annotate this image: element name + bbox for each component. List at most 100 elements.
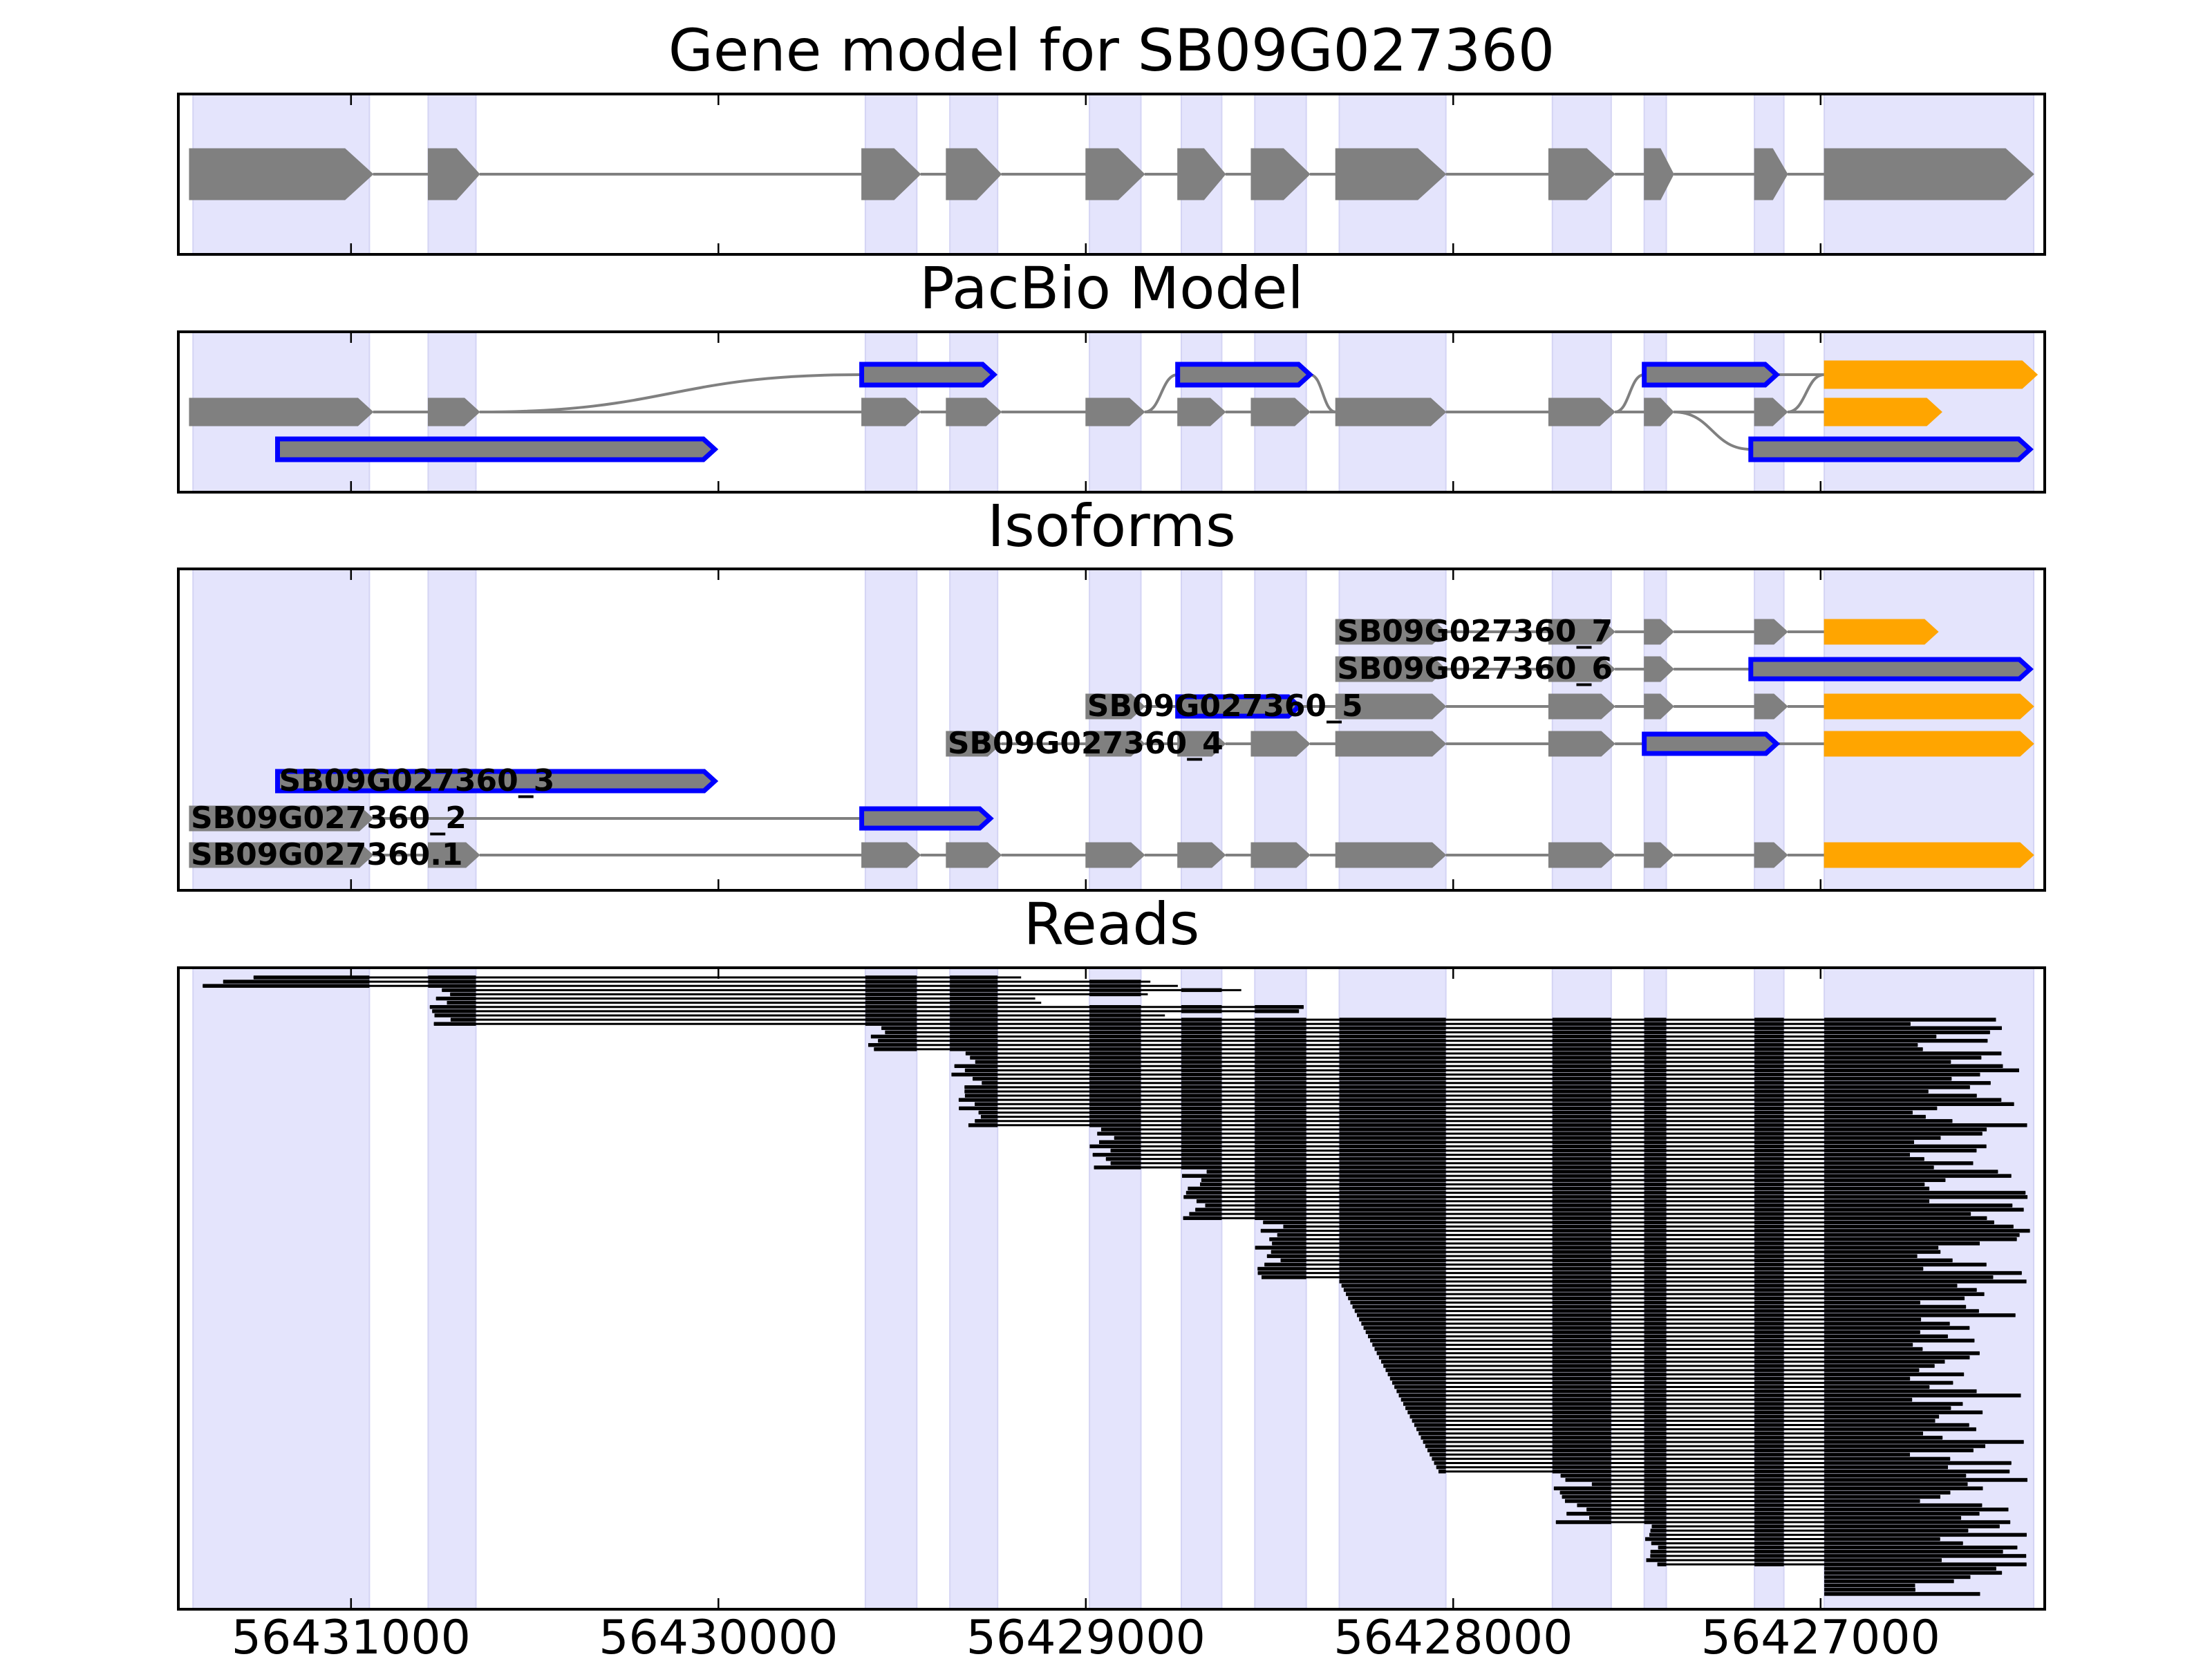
read-block	[1824, 1266, 1924, 1271]
read-block	[968, 1123, 998, 1127]
read-block	[1754, 1465, 1784, 1470]
read-block	[950, 1026, 998, 1031]
read-block	[1339, 1042, 1446, 1047]
read-block	[1754, 1051, 1784, 1056]
read-block	[1255, 1132, 1306, 1136]
read-block	[1824, 1216, 1987, 1220]
gene-exon	[1177, 148, 1226, 200]
read-block	[868, 1042, 917, 1047]
read-block	[1205, 1203, 1222, 1208]
read-block	[1644, 1212, 1667, 1216]
read-block	[1754, 1165, 1784, 1170]
read-block	[1754, 1144, 1784, 1149]
read-block	[1392, 1380, 1446, 1385]
splice-node	[427, 397, 480, 427]
read-block	[1824, 1123, 2027, 1127]
read-block	[1089, 984, 1141, 988]
gene-exon	[946, 148, 1002, 200]
read-block	[1181, 1144, 1222, 1149]
read-block	[1089, 1089, 1141, 1094]
isoform-exon	[1548, 619, 1615, 645]
read-block	[447, 1000, 476, 1005]
read-block	[865, 1005, 917, 1009]
read-block	[1644, 1394, 1667, 1398]
isoform-label: SB09G027360_4	[948, 726, 1224, 761]
read-block	[1824, 1478, 2027, 1482]
gene-exon	[1335, 148, 1447, 200]
read-block	[1824, 1254, 1918, 1258]
read-block	[1824, 1516, 1962, 1520]
read-block	[1339, 1051, 1446, 1056]
read-block	[1824, 1372, 1965, 1376]
read-block	[950, 992, 998, 997]
read-block	[1552, 1241, 1611, 1246]
read-block	[1089, 1026, 1141, 1031]
read-block	[1414, 1423, 1446, 1427]
read-block	[1350, 1300, 1446, 1305]
read-block	[1824, 1237, 2017, 1241]
gene-exon	[1644, 148, 1674, 200]
read-block	[1255, 1182, 1306, 1187]
read-block	[1361, 1322, 1446, 1326]
read-block	[1339, 1241, 1446, 1246]
read-block	[1206, 1170, 1222, 1174]
read-block	[1552, 1284, 1611, 1288]
read-block	[1339, 1246, 1446, 1250]
read-block	[1824, 1406, 1951, 1410]
read-block	[865, 1013, 917, 1018]
read-block	[1754, 1394, 1784, 1398]
read-block	[1754, 1194, 1784, 1199]
read-block	[1589, 1516, 1611, 1520]
gene-model-panel: Gene model for SB09G027360	[177, 17, 2046, 256]
read-block	[1552, 1056, 1611, 1060]
read-block	[1824, 1588, 1915, 1592]
read-block	[1181, 1148, 1222, 1153]
read-block	[1089, 1030, 1141, 1035]
read-block	[1552, 1018, 1611, 1022]
read-block	[1283, 1224, 1306, 1229]
read-block	[1255, 1085, 1306, 1089]
read-block	[1754, 1038, 1784, 1043]
read-block	[1644, 1380, 1667, 1385]
read-block	[950, 988, 998, 993]
read-block	[1181, 1038, 1222, 1043]
isoform-exon	[1548, 656, 1615, 682]
read-block	[1421, 1436, 1446, 1440]
read-block	[1255, 1022, 1306, 1026]
read-block	[1824, 1258, 1953, 1263]
read-block	[1552, 1140, 1611, 1144]
read-block	[1824, 1579, 1954, 1584]
read-block	[1754, 1376, 1784, 1381]
read-block	[1339, 1140, 1446, 1144]
exon-region-highlight	[192, 568, 371, 891]
read-block	[1339, 1194, 1446, 1199]
read-block	[1552, 1360, 1611, 1364]
isoform-exon	[1748, 657, 2034, 682]
isoform-exon	[1642, 731, 1781, 756]
read-block	[1824, 1550, 2003, 1554]
read-block	[1089, 1076, 1141, 1081]
read-block	[1255, 1038, 1306, 1043]
read-block	[1644, 1499, 1667, 1503]
read-block	[1552, 1414, 1611, 1419]
read-block	[1255, 1170, 1306, 1174]
read-block	[1552, 1190, 1611, 1195]
read-block	[1181, 1068, 1222, 1073]
read-block	[1824, 1326, 1970, 1330]
read-block	[1339, 1068, 1446, 1073]
read-block	[1824, 1085, 1970, 1089]
read-block	[1754, 1300, 1784, 1305]
read-block	[1255, 1123, 1306, 1127]
read-block	[450, 992, 476, 997]
isoform-exon	[1177, 731, 1226, 757]
read-block	[1646, 1558, 1667, 1562]
read-block	[1339, 1254, 1446, 1258]
read-block	[1824, 1156, 1924, 1161]
read-block	[1552, 1330, 1611, 1334]
read-block	[1255, 1042, 1306, 1047]
read-block	[1097, 1132, 1141, 1136]
read-block	[1552, 1410, 1611, 1414]
read-block	[1430, 1452, 1446, 1457]
read-block	[950, 984, 998, 988]
read-block	[1754, 1026, 1784, 1031]
